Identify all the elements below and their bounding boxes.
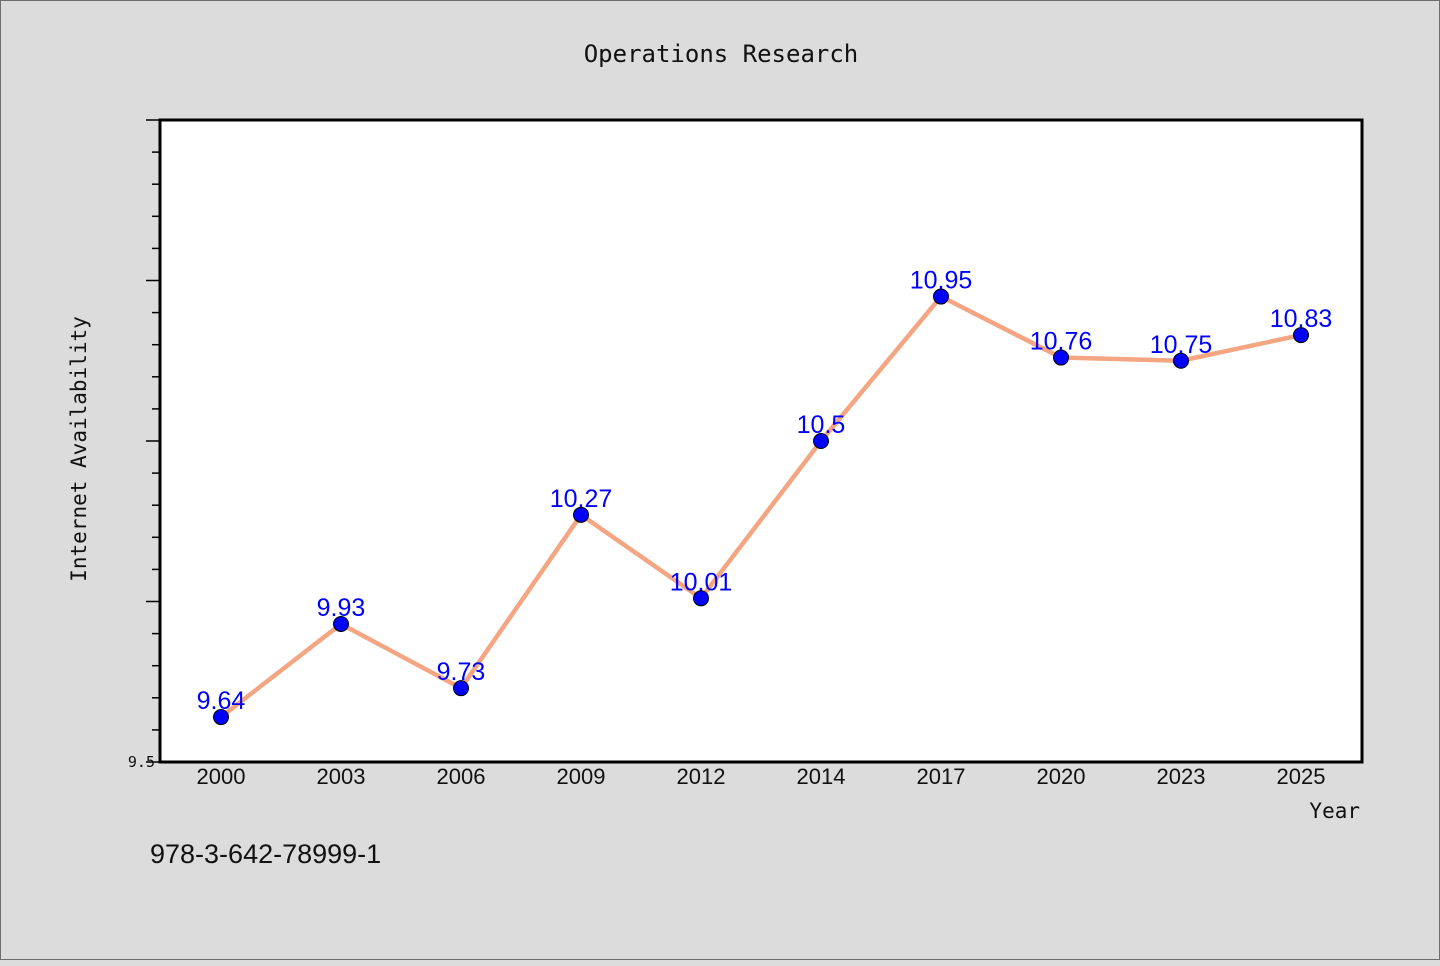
x-tick-label: 2000 [197, 764, 246, 789]
data-label: 10.75 [1150, 331, 1213, 359]
data-point [1293, 327, 1309, 344]
x-tick-label: 2017 [917, 764, 966, 789]
x-tick-label: 2023 [1157, 764, 1206, 789]
data-label: 9.73 [437, 658, 486, 686]
x-tick-label: 2014 [797, 764, 846, 789]
y-axis-ticks [146, 119, 160, 763]
data-label: 9.93 [317, 594, 366, 622]
x-tick-label: 2003 [317, 764, 366, 789]
x-tick-label: 2025 [1277, 764, 1326, 789]
data-point [333, 615, 349, 632]
data-label: 10.5 [797, 411, 846, 439]
isbn-text: 978-3-642-78999-1 [150, 839, 381, 869]
plot-area [158, 118, 1364, 764]
data-label: 10.95 [910, 267, 973, 295]
chart-title: Operations Research [584, 40, 859, 68]
data-point [453, 680, 469, 697]
y-axis-label: Internet Availability [67, 316, 91, 582]
series-markers-group [213, 288, 1309, 726]
data-label: 9.64 [197, 687, 246, 715]
data-point [813, 433, 829, 449]
data-point [1053, 349, 1069, 366]
data-label: 10.83 [1270, 305, 1333, 333]
data-point [573, 506, 589, 523]
x-axis-label: Year [1309, 799, 1360, 823]
data-label: 10.01 [670, 568, 733, 596]
x-tick-label: 2006 [437, 764, 486, 789]
data-label: 10.27 [550, 485, 613, 513]
data-point [1173, 352, 1189, 369]
data-label: 10.76 [1030, 328, 1093, 356]
x-tick-label: 2020 [1037, 764, 1086, 789]
data-point [693, 590, 709, 607]
x-tick-label: 2009 [557, 764, 606, 789]
series-line-group [218, 294, 1304, 720]
x-tick-label: 2012 [677, 764, 726, 789]
data-point [933, 288, 949, 305]
series-line [218, 294, 1304, 720]
y-tick-label: 9.5 [128, 753, 155, 771]
x-axis-tick-labels: 2000 2003 2006 2009 2012 2014 2017 2020 2023 2025 [197, 764, 1326, 789]
data-labels-group: 9.64 9.93 9.73 10.27 10.01 10.5 10.95 10.76 10.7… [197, 267, 1333, 716]
data-point [213, 709, 229, 726]
y-axis-tick-labels: 9.5 [128, 753, 155, 771]
